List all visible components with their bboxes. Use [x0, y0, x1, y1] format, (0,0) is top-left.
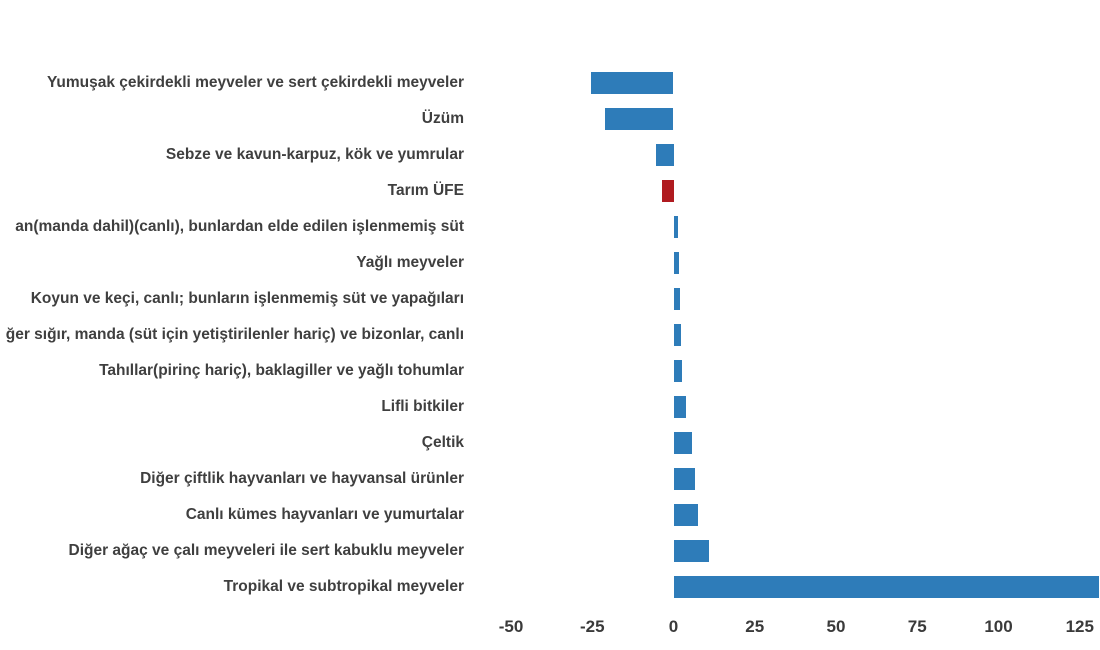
- category-label: Diğer ağaç ve çalı meyveleri ile sert ka…: [68, 542, 465, 560]
- category-label: ğer sığır, manda (süt için yetiştirilenl…: [5, 325, 464, 343]
- x-axis-tick-label: 125: [1065, 617, 1094, 636]
- bar: [673, 215, 678, 238]
- bar: [673, 540, 710, 563]
- category-label: Üzüm: [421, 109, 464, 127]
- bar: [673, 359, 683, 382]
- category-label: Sebze ve kavun-karpuz, kök ve yumrular: [165, 145, 464, 163]
- category-label: Canlı kümes hayvanları ve yumurtalar: [185, 506, 464, 524]
- category-label: Tropikal ve subtropikal meyveler: [223, 578, 464, 596]
- bar: [673, 251, 680, 274]
- x-axis-tick-label: -25: [579, 617, 605, 636]
- bar: [673, 432, 693, 454]
- x-axis-tick-label: 100: [984, 617, 1013, 636]
- category-label: Yumuşak çekirdekli meyveler ve sert çeki…: [46, 73, 464, 91]
- x-axis-tick-label: -50: [498, 617, 524, 636]
- category-label: Lifli bitkiler: [381, 397, 464, 415]
- category-label: Tarım ÜFE: [387, 181, 464, 199]
- category-label: Diğer çiftlik hayvanları ve hayvansal ür…: [140, 470, 464, 488]
- bar: [673, 395, 687, 418]
- category-label: Koyun ve keçi, canlı; bunların işlenmemi…: [30, 289, 464, 307]
- highlight-bar: [662, 179, 674, 202]
- category-label: an(manda dahil)(canlı), bunlardan elde e…: [15, 217, 464, 235]
- bar: [673, 576, 1100, 599]
- x-axis-tick-label: 0: [668, 617, 679, 636]
- bar: [673, 323, 681, 346]
- bar: [673, 287, 680, 310]
- category-label: Yağlı meyveler: [356, 253, 464, 271]
- x-axis-tick-label: 50: [826, 617, 846, 636]
- bar: [604, 107, 674, 130]
- bar: [673, 504, 698, 527]
- category-label: Çeltik: [421, 434, 464, 451]
- bar: [591, 71, 674, 94]
- bar: [655, 143, 674, 166]
- category-label: Tahıllar(pirinç hariç), baklagiller ve y…: [99, 361, 464, 379]
- x-axis-tick-label: 75: [907, 617, 927, 636]
- bar: [673, 468, 695, 491]
- x-axis-tick-label: 25: [745, 617, 765, 636]
